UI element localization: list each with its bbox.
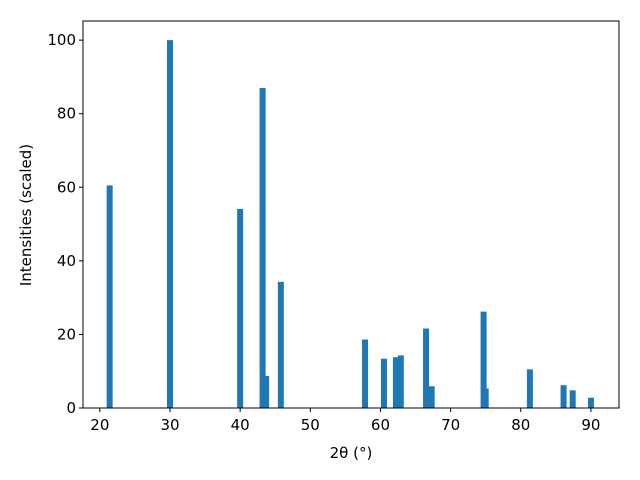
x-tick-label: 40 xyxy=(231,416,250,434)
x-tick-label: 90 xyxy=(581,416,600,434)
y-tick-label: 20 xyxy=(57,325,76,343)
y-tick-label: 40 xyxy=(57,252,76,270)
x-tick-label: 80 xyxy=(511,416,530,434)
y-tick-label: 0 xyxy=(66,399,76,417)
bar xyxy=(560,385,567,408)
y-tick-label: 60 xyxy=(57,178,76,196)
y-axis-label: Intensities (scaled) xyxy=(17,144,35,286)
x-tick-label: 30 xyxy=(160,416,179,434)
x-tick-label: 60 xyxy=(371,416,390,434)
bar xyxy=(362,339,369,408)
bar xyxy=(482,388,489,408)
bar xyxy=(166,40,173,409)
bar xyxy=(569,390,576,408)
bar xyxy=(480,311,487,408)
x-axis-label: 2θ (°) xyxy=(330,444,373,462)
y-tick-label: 100 xyxy=(47,31,76,49)
bar xyxy=(423,328,430,408)
bar xyxy=(587,397,594,408)
bar xyxy=(237,208,244,408)
bar xyxy=(392,357,399,408)
bar xyxy=(106,185,113,408)
x-tick-label: 20 xyxy=(90,416,109,434)
bar xyxy=(277,281,284,408)
plot-frame xyxy=(82,20,620,409)
bar xyxy=(526,369,533,408)
bar xyxy=(259,87,266,409)
x-tick-label: 70 xyxy=(441,416,460,434)
y-tick-label: 80 xyxy=(57,105,76,123)
bar xyxy=(263,375,270,408)
bar xyxy=(380,358,387,408)
bar xyxy=(428,386,435,408)
x-tick-label: 50 xyxy=(301,416,320,434)
bar xyxy=(397,355,404,408)
